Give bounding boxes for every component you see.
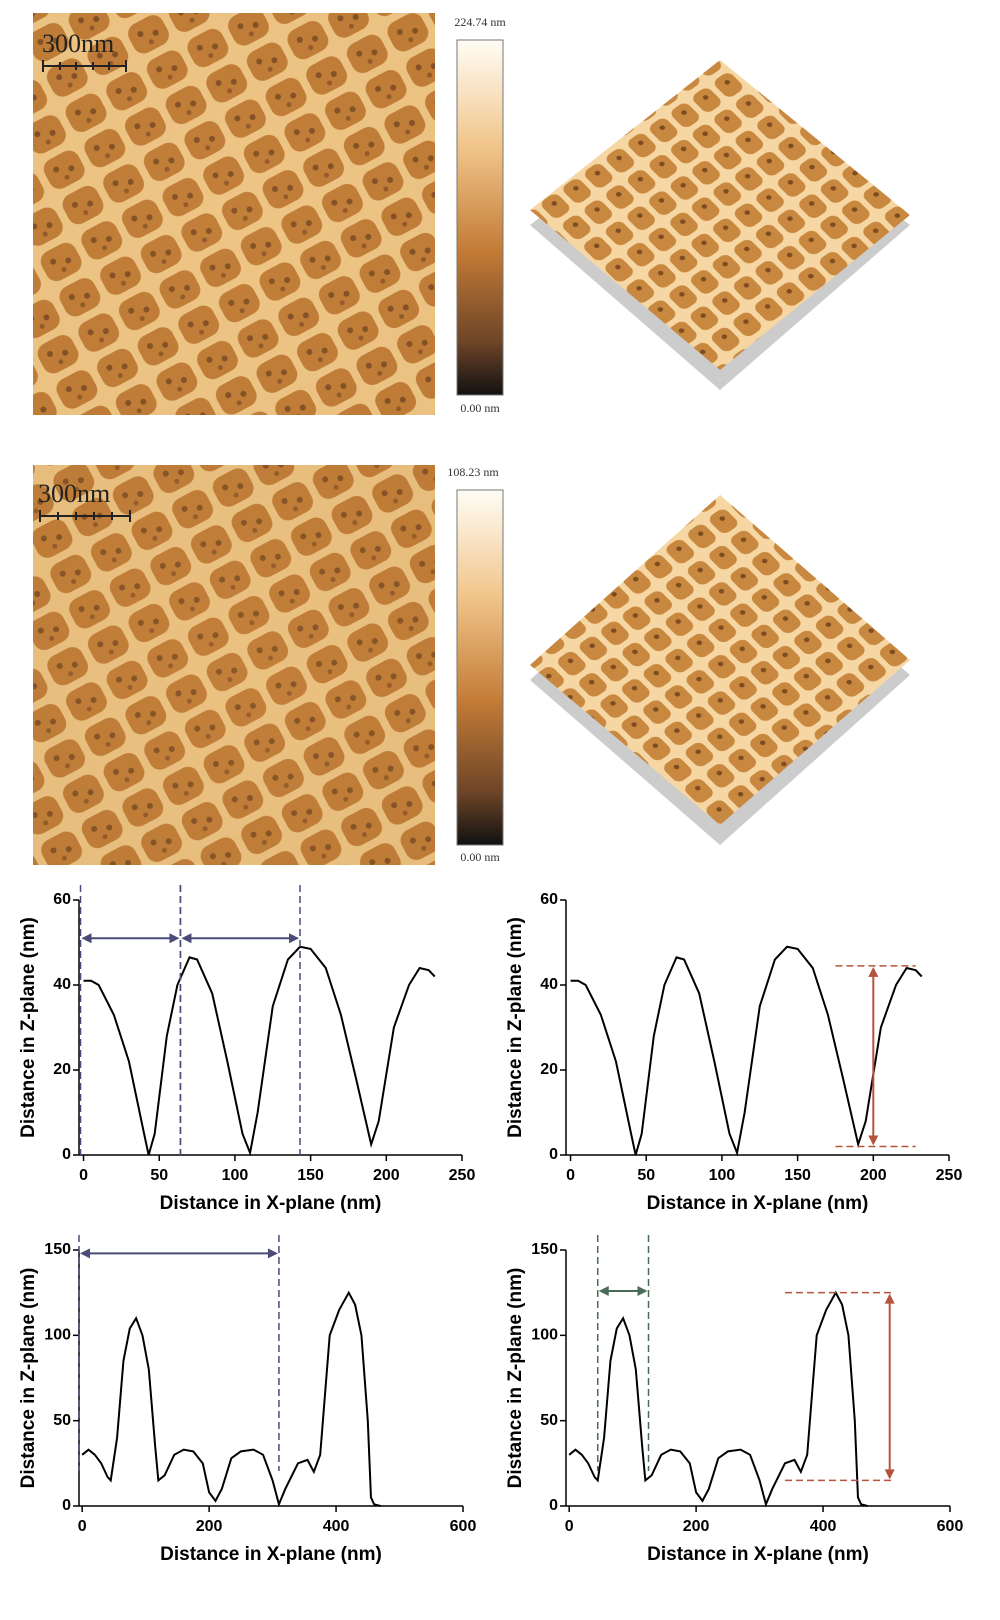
x-tick-label: 600 xyxy=(937,1518,964,1535)
arrow-head xyxy=(289,933,299,943)
color-bar xyxy=(457,490,503,845)
arrow-head xyxy=(169,933,179,943)
x-tick-label: 0 xyxy=(566,1167,575,1184)
x-tick-label: 0 xyxy=(79,1167,88,1184)
x-tick-label: 250 xyxy=(936,1167,963,1184)
y-axis-label: Distance in Z-plane (nm) xyxy=(505,917,526,1138)
arrow-head xyxy=(885,1294,895,1304)
x-tick-label: 400 xyxy=(323,1518,350,1535)
line-chart: 0 20 40 60 0 50 100 150 200 250 Distance in X-plan… xyxy=(18,885,475,1214)
afm-panel-2: 300nm 108.23 nm 0.00 nm xyxy=(33,465,910,865)
y-tick-label: 40 xyxy=(540,976,558,993)
color-bar-min: 0.00 nm xyxy=(460,401,500,415)
afm-3d-surface xyxy=(530,60,910,370)
y-tick-label: 100 xyxy=(44,1327,71,1344)
y-tick-label: 20 xyxy=(540,1061,558,1078)
x-tick-label: 200 xyxy=(860,1167,887,1184)
data-line xyxy=(569,1293,867,1506)
y-tick-label: 150 xyxy=(44,1241,71,1258)
line-chart: 0 20 40 60 0 50 100 150 200 250 Distance in X-plan… xyxy=(505,891,962,1214)
y-tick-label: 60 xyxy=(53,891,71,908)
x-axis-label: Distance in X-plane (nm) xyxy=(647,1544,869,1565)
x-tick-label: 50 xyxy=(637,1167,655,1184)
y-tick-label: 40 xyxy=(53,976,71,993)
y-tick-label: 0 xyxy=(549,1146,558,1163)
line-chart: 0 50 100 150 0 200 400 600 Distance in X-plane (… xyxy=(505,1235,963,1565)
y-tick-label: 150 xyxy=(531,1241,558,1258)
x-axis-label: Distance in X-plane (nm) xyxy=(647,1193,869,1214)
figure: 300nm 224.74 nm 0.00 nm 300nm 108.23 nm … xyxy=(0,0,1000,1620)
y-tick-label: 60 xyxy=(540,891,558,908)
x-tick-label: 200 xyxy=(373,1167,400,1184)
color-bar xyxy=(457,40,503,395)
scale-bar-label: 300nm xyxy=(42,29,114,58)
arrow-head xyxy=(82,933,92,943)
color-bar-max: 224.74 nm xyxy=(454,15,506,29)
y-tick-label: 0 xyxy=(549,1497,558,1514)
arrow-head xyxy=(80,1248,90,1258)
x-tick-label: 100 xyxy=(222,1167,249,1184)
arrow-head xyxy=(599,1286,609,1296)
x-tick-label: 0 xyxy=(565,1518,574,1535)
x-tick-label: 150 xyxy=(297,1167,324,1184)
arrow-head xyxy=(181,933,191,943)
line-chart: 0 50 100 150 0 200 400 600 Distance in X-plane (… xyxy=(18,1235,476,1565)
scale-bar-label: 300nm xyxy=(38,479,110,508)
y-tick-label: 50 xyxy=(53,1412,71,1429)
color-bar-min: 0.00 nm xyxy=(460,850,500,864)
y-axis-label: Distance in Z-plane (nm) xyxy=(18,917,39,1138)
afm-3d-surface xyxy=(530,495,910,825)
x-tick-label: 200 xyxy=(196,1518,223,1535)
x-axis-label: Distance in X-plane (nm) xyxy=(160,1544,382,1565)
arrow-head xyxy=(638,1286,648,1296)
x-tick-label: 0 xyxy=(78,1518,87,1535)
y-tick-label: 0 xyxy=(62,1497,71,1514)
x-tick-label: 400 xyxy=(810,1518,837,1535)
x-axis-label: Distance in X-plane (nm) xyxy=(160,1193,382,1214)
y-tick-label: 20 xyxy=(53,1061,71,1078)
afm-panel-1: 300nm 224.74 nm 0.00 nm xyxy=(33,13,910,415)
y-tick-label: 100 xyxy=(531,1327,558,1344)
y-axis-label: Distance in Z-plane (nm) xyxy=(18,1268,39,1489)
data-line xyxy=(82,1293,380,1506)
x-tick-label: 250 xyxy=(449,1167,476,1184)
arrow-head xyxy=(868,1136,878,1146)
afm-texture xyxy=(33,465,435,865)
y-tick-label: 0 xyxy=(62,1146,71,1163)
arrow-head xyxy=(885,1469,895,1479)
x-tick-label: 150 xyxy=(784,1167,811,1184)
data-line xyxy=(571,947,922,1155)
x-tick-label: 50 xyxy=(150,1167,168,1184)
y-axis-label: Distance in Z-plane (nm) xyxy=(505,1268,526,1489)
arrow-head xyxy=(868,967,878,977)
x-tick-label: 600 xyxy=(450,1518,477,1535)
y-tick-label: 50 xyxy=(540,1412,558,1429)
x-tick-label: 200 xyxy=(683,1518,710,1535)
arrow-head xyxy=(268,1248,278,1258)
x-tick-label: 100 xyxy=(709,1167,736,1184)
data-line xyxy=(84,947,435,1155)
color-bar-max: 108.23 nm xyxy=(447,465,499,479)
afm-texture xyxy=(33,13,435,415)
